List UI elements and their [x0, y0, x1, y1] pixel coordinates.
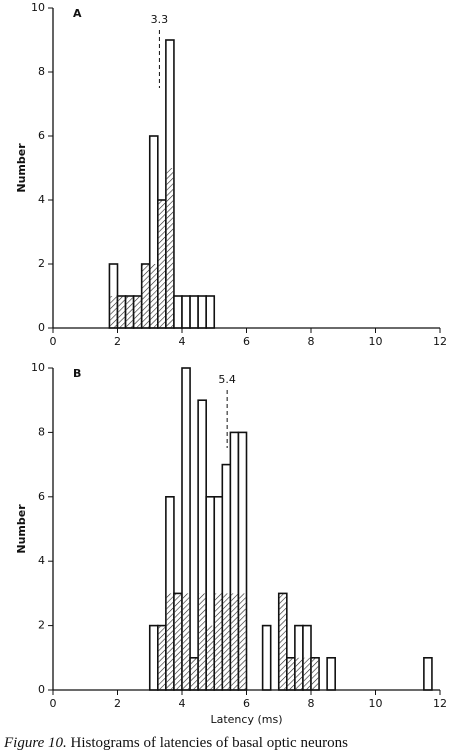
hatched-bar — [206, 625, 214, 690]
hatched-bar — [198, 593, 206, 690]
hatched-bar — [287, 657, 295, 690]
y-tick-label: 8 — [38, 425, 45, 438]
y-axis-title: Number — [15, 143, 28, 193]
hatched-bar — [110, 296, 117, 328]
hatched-bar — [158, 625, 166, 690]
x-tick-label: 0 — [50, 697, 57, 710]
hatched-bar — [295, 657, 303, 690]
y-tick-label: 0 — [38, 321, 45, 334]
caption-text: Histograms of latencies of basal optic n… — [71, 735, 349, 751]
annotation-label: 3.3 — [151, 13, 169, 26]
x-axis-title: Latency (ms) — [210, 713, 282, 726]
bar — [423, 656, 433, 691]
caption: Figure 10. Histograms of latencies of ba… — [3, 735, 348, 751]
annotation-label: 5.4 — [218, 373, 236, 386]
x-tick-label: 12 — [433, 335, 447, 348]
hatched-bar — [134, 296, 141, 328]
x-tick-label: 10 — [369, 697, 383, 710]
y-tick-label: 0 — [38, 683, 45, 696]
hatched-bar — [174, 593, 182, 690]
hatched-bar — [118, 296, 125, 328]
y-tick-label: 6 — [38, 129, 45, 142]
bar — [189, 295, 199, 329]
panel-label: A — [73, 7, 82, 20]
y-tick-label: 4 — [38, 554, 45, 567]
hatched-bar — [150, 264, 158, 328]
x-tick-label: 2 — [114, 697, 121, 710]
y-tick-label: 10 — [31, 1, 45, 14]
y-tick-label: 6 — [38, 490, 45, 503]
x-tick-label: 12 — [433, 697, 447, 710]
hatched-bar — [126, 296, 133, 328]
hatched-bar — [158, 200, 166, 328]
y-axis-title: Number — [15, 504, 28, 554]
x-tick-label: 4 — [179, 697, 186, 710]
hatched-bar — [166, 168, 174, 328]
hatched-bar — [231, 593, 238, 690]
hatched-bar — [142, 264, 149, 328]
x-tick-label: 8 — [308, 335, 315, 348]
y-tick-label: 2 — [38, 257, 45, 270]
hatched-bar — [311, 657, 319, 690]
bar — [197, 295, 207, 329]
x-tick-label: 6 — [243, 335, 250, 348]
bar — [205, 295, 216, 329]
x-tick-label: 10 — [369, 335, 383, 348]
y-tick-label: 2 — [38, 619, 45, 632]
x-tick-label: 4 — [179, 335, 186, 348]
hatched-bar — [303, 657, 311, 690]
hatched-bar — [215, 593, 222, 690]
bar — [326, 656, 336, 691]
y-tick-label: 8 — [38, 65, 45, 78]
bar — [148, 624, 159, 691]
y-tick-label: 10 — [31, 361, 45, 374]
x-tick-label: 2 — [114, 335, 121, 348]
hatched-bar — [166, 593, 174, 690]
hatched-bar — [223, 593, 230, 690]
bar — [181, 295, 191, 329]
hatched-bar — [239, 593, 246, 690]
x-tick-label: 0 — [50, 335, 57, 348]
x-tick-label: 8 — [308, 697, 315, 710]
bar — [261, 624, 272, 691]
x-tick-label: 6 — [243, 697, 250, 710]
caption-label: Figure 10. — [3, 735, 67, 751]
hatched-bar — [279, 593, 287, 690]
bar — [173, 295, 183, 329]
hatched-bar — [182, 593, 190, 690]
y-tick-label: 4 — [38, 193, 45, 206]
hatched-bar — [190, 657, 198, 690]
panel-label: B — [73, 367, 81, 380]
